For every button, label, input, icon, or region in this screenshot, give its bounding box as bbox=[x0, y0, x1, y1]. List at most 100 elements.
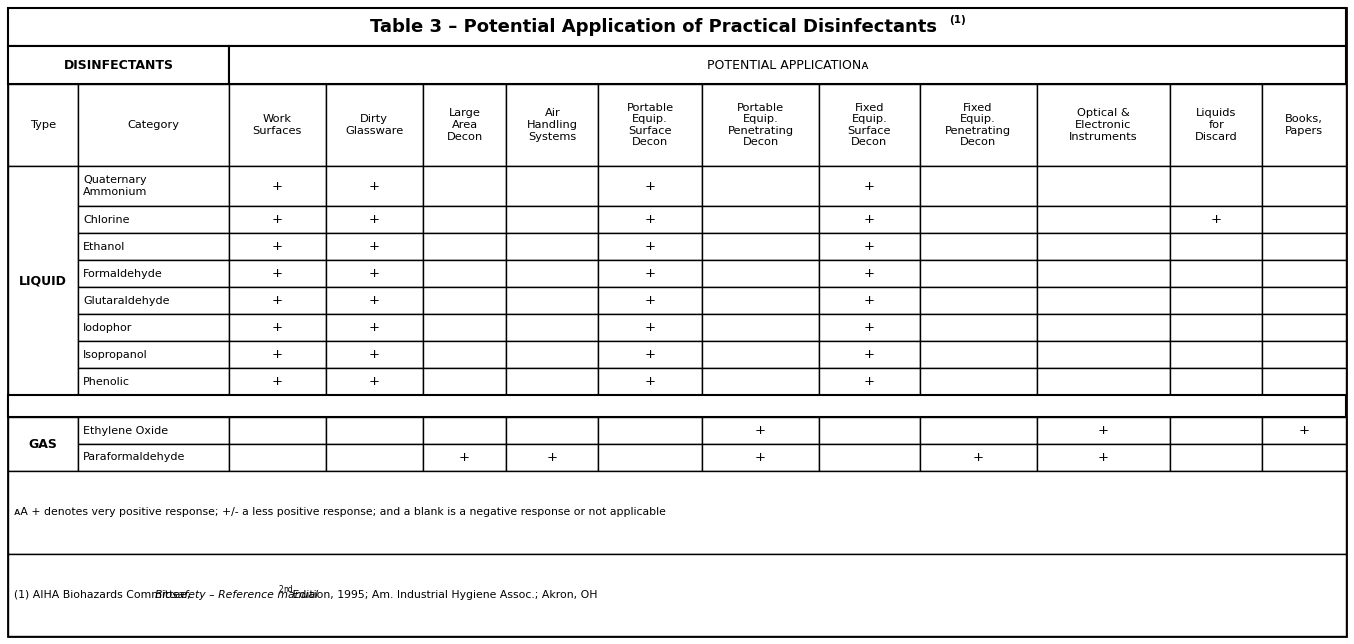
Text: Ethanol: Ethanol bbox=[83, 242, 126, 252]
Text: +: + bbox=[972, 451, 983, 464]
Bar bbox=[1262, 444, 1346, 471]
Bar bbox=[819, 417, 919, 444]
Bar bbox=[598, 368, 703, 395]
Bar bbox=[422, 233, 506, 260]
Bar bbox=[506, 166, 598, 206]
Bar bbox=[819, 444, 919, 471]
Bar bbox=[598, 341, 703, 368]
Text: +: + bbox=[864, 375, 875, 388]
Bar bbox=[819, 287, 919, 314]
Bar bbox=[703, 84, 819, 166]
Bar bbox=[229, 287, 326, 314]
Bar bbox=[1170, 341, 1262, 368]
Bar bbox=[79, 314, 229, 341]
Text: DISINFECTANTS: DISINFECTANTS bbox=[64, 59, 173, 71]
Text: Quaternary
Ammonium: Quaternary Ammonium bbox=[83, 175, 148, 197]
Bar bbox=[8, 395, 1346, 417]
Bar bbox=[422, 287, 506, 314]
Text: ᴀA + denotes very positive response; +/- a less positive response; and a blank i: ᴀA + denotes very positive response; +/-… bbox=[14, 507, 666, 517]
Text: Portable
Equip.
Surface
Decon: Portable Equip. Surface Decon bbox=[627, 102, 674, 147]
Text: +: + bbox=[368, 348, 379, 361]
Text: Large
Area
Decon: Large Area Decon bbox=[447, 108, 483, 142]
Bar bbox=[506, 444, 598, 471]
Bar bbox=[819, 233, 919, 260]
Bar bbox=[1170, 166, 1262, 206]
Bar bbox=[1037, 233, 1170, 260]
Bar bbox=[79, 287, 229, 314]
Bar bbox=[1037, 341, 1170, 368]
Bar bbox=[229, 84, 326, 166]
Bar bbox=[506, 368, 598, 395]
Text: +: + bbox=[864, 321, 875, 334]
Text: Books,
Papers: Books, Papers bbox=[1285, 114, 1323, 136]
Text: Paraformaldehyde: Paraformaldehyde bbox=[83, 453, 185, 462]
Text: +: + bbox=[864, 213, 875, 226]
Text: Air
Handling
Systems: Air Handling Systems bbox=[527, 108, 578, 142]
Bar bbox=[819, 260, 919, 287]
Bar bbox=[598, 417, 703, 444]
Bar bbox=[506, 84, 598, 166]
Bar bbox=[326, 287, 422, 314]
Bar bbox=[1170, 233, 1262, 260]
Bar bbox=[919, 233, 1037, 260]
Text: +: + bbox=[368, 267, 379, 280]
Bar bbox=[229, 206, 326, 233]
Bar bbox=[598, 84, 703, 166]
Bar bbox=[919, 417, 1037, 444]
Bar bbox=[422, 444, 506, 471]
Bar bbox=[1037, 314, 1170, 341]
Bar bbox=[703, 341, 819, 368]
Bar bbox=[506, 206, 598, 233]
Bar bbox=[1262, 206, 1346, 233]
Bar bbox=[326, 206, 422, 233]
Bar bbox=[919, 341, 1037, 368]
Text: POTENTIAL APPLICATIONᴀ: POTENTIAL APPLICATIONᴀ bbox=[707, 59, 868, 71]
Bar bbox=[1037, 368, 1170, 395]
Bar bbox=[79, 233, 229, 260]
Bar bbox=[422, 314, 506, 341]
Bar bbox=[598, 233, 703, 260]
Bar bbox=[598, 444, 703, 471]
Text: Dirty
Glassware: Dirty Glassware bbox=[345, 114, 403, 136]
Bar bbox=[703, 417, 819, 444]
Text: Chlorine: Chlorine bbox=[83, 214, 130, 225]
Text: +: + bbox=[368, 240, 379, 253]
Bar bbox=[1170, 444, 1262, 471]
Bar bbox=[8, 166, 79, 395]
Bar bbox=[598, 287, 703, 314]
Bar bbox=[326, 233, 422, 260]
Bar bbox=[1262, 417, 1346, 444]
Bar bbox=[8, 553, 1346, 636]
Text: +: + bbox=[368, 321, 379, 334]
Bar bbox=[1262, 260, 1346, 287]
Bar bbox=[1037, 260, 1170, 287]
Bar bbox=[422, 260, 506, 287]
Text: +: + bbox=[756, 451, 766, 464]
Bar bbox=[229, 260, 326, 287]
Text: Category: Category bbox=[127, 120, 180, 130]
Bar bbox=[1170, 417, 1262, 444]
Bar bbox=[1037, 166, 1170, 206]
Text: +: + bbox=[864, 180, 875, 193]
Bar bbox=[919, 368, 1037, 395]
Bar bbox=[79, 166, 229, 206]
Bar bbox=[1262, 166, 1346, 206]
Bar bbox=[422, 368, 506, 395]
Text: Liquids
for
Discard: Liquids for Discard bbox=[1196, 108, 1238, 142]
Bar bbox=[598, 166, 703, 206]
Bar bbox=[919, 84, 1037, 166]
Bar bbox=[229, 444, 326, 471]
Bar bbox=[8, 8, 1346, 46]
Bar bbox=[506, 314, 598, 341]
Text: +: + bbox=[368, 180, 379, 193]
Text: +: + bbox=[645, 213, 655, 226]
Bar bbox=[506, 417, 598, 444]
Bar bbox=[919, 314, 1037, 341]
Text: +: + bbox=[368, 375, 379, 388]
Bar bbox=[819, 368, 919, 395]
Bar bbox=[422, 417, 506, 444]
Text: Isopropanol: Isopropanol bbox=[83, 350, 148, 359]
Text: Edition, 1995; Am. Industrial Hygiene Assoc.; Akron, OH: Edition, 1995; Am. Industrial Hygiene As… bbox=[290, 590, 598, 600]
Text: Portable
Equip.
Penetrating
Decon: Portable Equip. Penetrating Decon bbox=[727, 102, 793, 147]
Bar bbox=[1262, 314, 1346, 341]
